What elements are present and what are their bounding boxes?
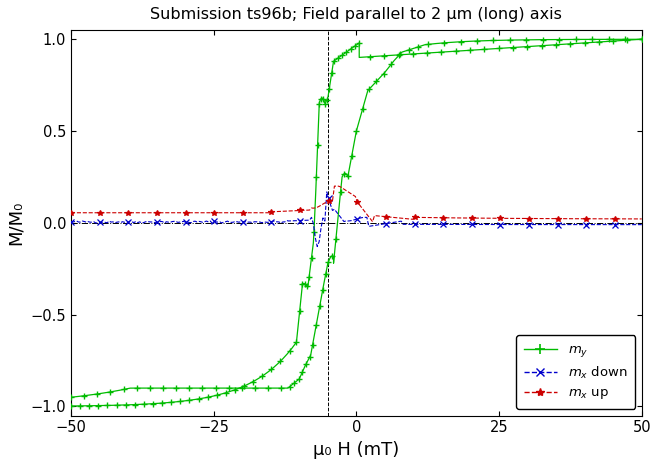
Legend: $m_y$, $m_x$ down, $m_x$ up: $m_y$, $m_x$ down, $m_x$ up xyxy=(516,336,635,409)
Title: Submission ts96b; Field parallel to 2 μm (long) axis: Submission ts96b; Field parallel to 2 μm… xyxy=(151,7,563,22)
X-axis label: μ₀ H (mT): μ₀ H (mT) xyxy=(313,441,399,459)
Y-axis label: M/M₀: M/M₀ xyxy=(7,201,25,245)
